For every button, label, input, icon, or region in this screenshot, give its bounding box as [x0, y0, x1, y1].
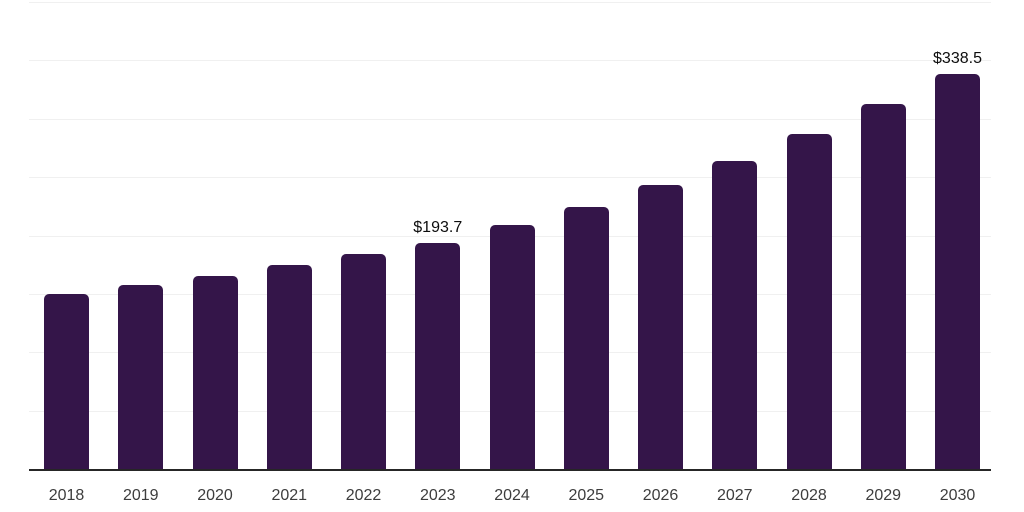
x-tick-label-2027: 2027	[716, 487, 753, 504]
value-label-2023: $193.7	[413, 218, 463, 236]
bar-2020	[192, 276, 238, 469]
x-tick-label-2022: 2022	[345, 487, 382, 504]
bar-2028	[786, 133, 832, 469]
bar-2023	[415, 242, 461, 469]
x-tick-label-2020: 2020	[197, 487, 233, 504]
gridline-350	[29, 60, 991, 62]
bar-2021	[266, 265, 312, 469]
bar-2024	[489, 224, 535, 469]
x-axis-line	[29, 469, 991, 471]
bar-2018	[44, 293, 89, 469]
x-tick-label-2023: 2023	[419, 487, 456, 504]
bar-2026	[638, 184, 683, 469]
x-tick-label-2030: 2030	[939, 487, 976, 504]
bar-2027	[712, 160, 758, 469]
x-tick-label-2021: 2021	[271, 487, 308, 504]
bar-2019	[118, 285, 164, 469]
x-tick-label-2019: 2019	[122, 487, 159, 504]
x-tick-label-2026: 2026	[642, 487, 679, 504]
gridline-250	[29, 177, 991, 179]
x-tick-label-2025: 2025	[568, 487, 605, 504]
bar-2029	[860, 103, 906, 469]
bar-2022	[341, 254, 386, 469]
x-tick-label-2028: 2028	[791, 487, 827, 504]
x-tick-label-2018: 2018	[48, 487, 85, 504]
value-label-2030: $338.5	[933, 49, 982, 67]
x-tick-label-2024: 2024	[494, 487, 530, 504]
gridline-300	[29, 118, 991, 120]
bar-2025	[563, 206, 609, 469]
gridline-400	[29, 2, 991, 3]
bar-2030	[935, 73, 980, 469]
x-tick-label-2029: 2029	[865, 487, 902, 504]
